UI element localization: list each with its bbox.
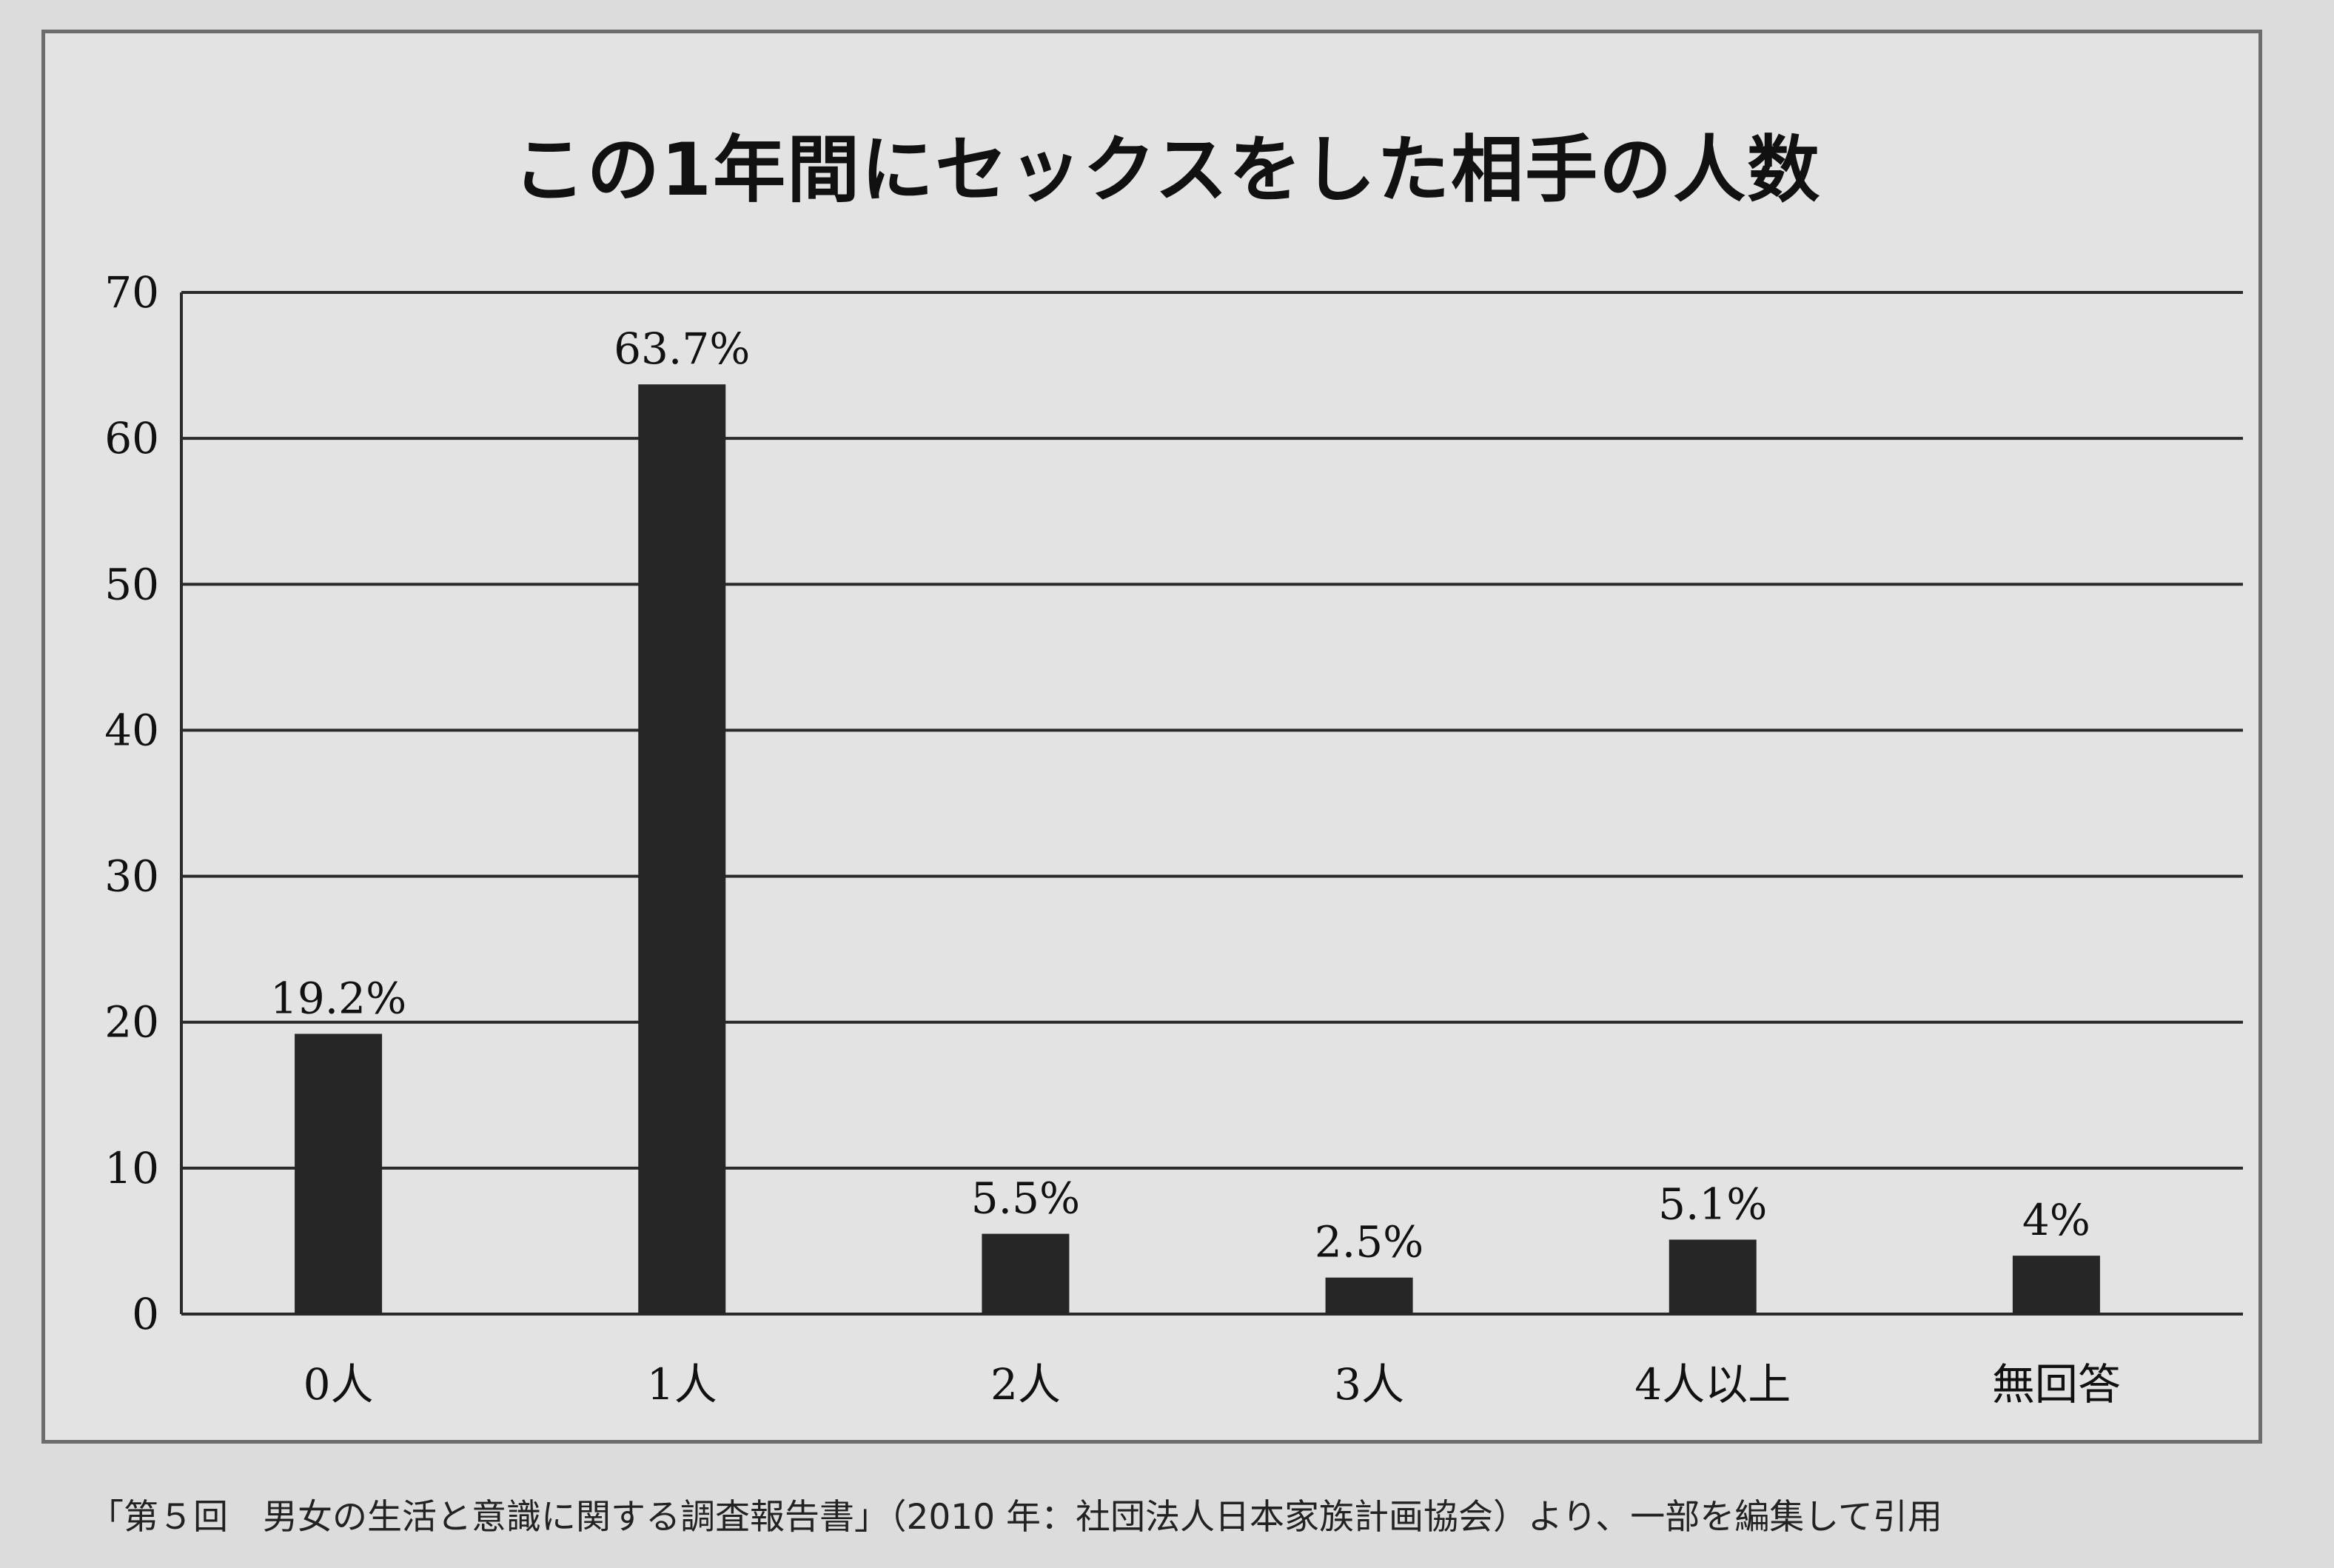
y-tick-label: 60 bbox=[104, 413, 159, 463]
bar bbox=[638, 384, 726, 1315]
data-label: 5.5% bbox=[971, 1173, 1080, 1224]
y-tick-label: 0 bbox=[132, 1289, 159, 1339]
bar bbox=[1669, 1239, 1757, 1314]
x-category-label: 2人 bbox=[990, 1359, 1061, 1410]
y-tick-label: 70 bbox=[104, 267, 159, 318]
data-label: 2.5% bbox=[1315, 1217, 1423, 1267]
source-caption: 「第５回 男女の生活と意識に関する調査報告書」（2010 年：社団法人日本家族計… bbox=[89, 1497, 1942, 1538]
x-category-label: 0人 bbox=[304, 1359, 374, 1410]
x-category-label: 無回答 bbox=[1992, 1359, 2121, 1410]
data-label: 4% bbox=[2022, 1195, 2090, 1245]
bar bbox=[295, 1033, 383, 1314]
bar bbox=[1325, 1277, 1413, 1314]
data-label: 19.2% bbox=[270, 973, 406, 1023]
chart-frame bbox=[41, 30, 2262, 1444]
bar bbox=[2012, 1256, 2100, 1314]
data-label: 5.1% bbox=[1658, 1179, 1767, 1229]
x-category-label: 3人 bbox=[1334, 1359, 1404, 1410]
y-tick-label: 40 bbox=[104, 705, 159, 755]
data-label: 63.7% bbox=[614, 324, 750, 374]
x-category-label: 4人以上 bbox=[1634, 1359, 1791, 1410]
bar bbox=[982, 1233, 1070, 1314]
y-tick-label: 30 bbox=[104, 851, 159, 902]
y-tick-label: 20 bbox=[104, 997, 159, 1048]
x-category-label: 1人 bbox=[647, 1359, 717, 1410]
chart-title: この1年間にセックスをした相手の人数 bbox=[512, 128, 1822, 212]
y-tick-label: 10 bbox=[104, 1143, 159, 1193]
y-tick-label: 50 bbox=[104, 559, 159, 609]
